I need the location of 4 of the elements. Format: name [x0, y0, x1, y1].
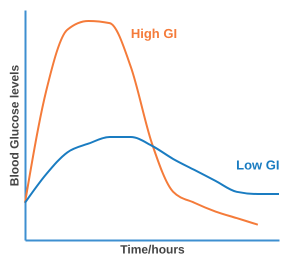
series-label: High GI — [130, 26, 178, 42]
x-axis-title: Time/hours — [120, 242, 186, 256]
series-label: Low GI — [236, 158, 280, 173]
y-axis-title: Blood Glucose levels — [8, 64, 22, 186]
